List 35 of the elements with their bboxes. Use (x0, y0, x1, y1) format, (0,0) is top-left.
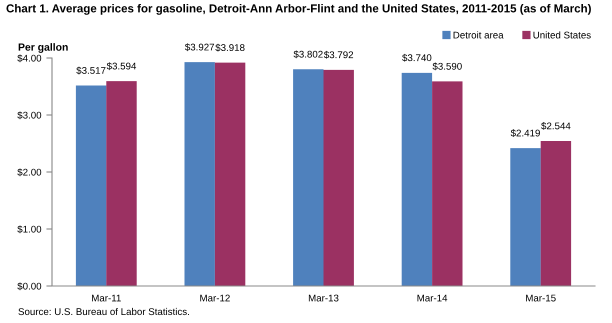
bar (540, 140, 572, 286)
bar (76, 86, 106, 286)
source-note: Source: U.S. Bureau of Labor Statistics. (18, 308, 189, 316)
chart-title: Chart 1. Average prices for gasoline, Detroit-Ann Arbor-Flint and the United States, 2011-2015 (as of March) (6, 4, 591, 15)
legend-label: United States (534, 31, 591, 39)
bar (324, 70, 354, 286)
x-tick-label: Mar-13 (308, 294, 338, 302)
bar (510, 148, 541, 286)
x-tick-label: Mar-12 (200, 294, 230, 302)
y-tick-label: $1.00 (17, 225, 42, 234)
y-tick-label: $3.00 (17, 111, 42, 120)
bar (106, 81, 137, 286)
data-label: $2.419 (510, 129, 540, 138)
bar (214, 62, 246, 286)
y-tick-label: $0.00 (17, 282, 42, 290)
data-label: $3.594 (106, 62, 136, 70)
data-label: $3.792 (324, 50, 354, 59)
legend-label: Detroit area (454, 31, 504, 39)
data-label: $3.927 (184, 43, 214, 52)
data-label: $3.740 (402, 54, 432, 62)
bar (184, 62, 215, 286)
data-label: $3.802 (294, 50, 323, 58)
y-axis-title: Per gallon (18, 43, 68, 53)
y-tick-label: $4.00 (17, 54, 42, 62)
bar (432, 81, 463, 286)
data-label: $3.590 (432, 62, 462, 70)
data-label: $3.517 (76, 66, 106, 74)
x-tick-label: Mar-11 (92, 294, 121, 302)
x-tick-label: Mar-15 (526, 294, 556, 302)
bar (402, 72, 432, 286)
data-label: $2.544 (541, 122, 570, 130)
y-tick-label: $2.00 (17, 168, 42, 176)
x-tick-label: Mar-14 (418, 294, 448, 302)
data-label: $3.918 (215, 44, 245, 52)
bar (293, 69, 324, 286)
